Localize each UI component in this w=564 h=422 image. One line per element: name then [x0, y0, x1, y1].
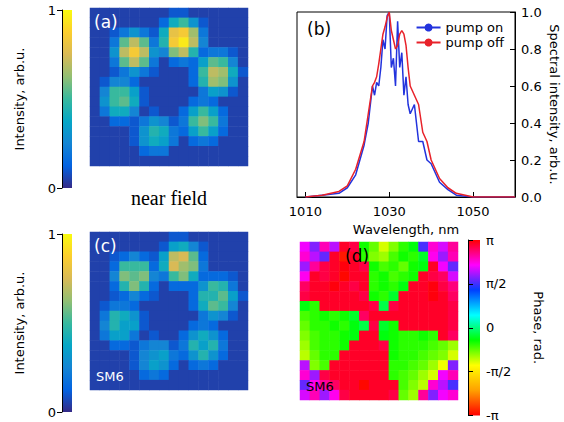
svg-text:near field: near field: [131, 187, 207, 209]
svg-text:0.0: 0.0: [521, 190, 542, 205]
svg-text:π/2: π/2: [486, 276, 506, 291]
svg-text:(a): (a): [94, 12, 118, 32]
svg-text:π: π: [486, 233, 494, 248]
svg-text:1.0: 1.0: [521, 5, 542, 20]
svg-text:-π: -π: [486, 408, 499, 422]
svg-text:(b): (b): [307, 19, 331, 39]
svg-text:Intensity, arb.u.: Intensity, arb.u.: [12, 48, 27, 151]
svg-text:(c): (c): [94, 236, 117, 256]
svg-text:Intensity, arb.u.: Intensity, arb.u.: [12, 272, 27, 375]
svg-text:Spectral intensity, arb.u.: Spectral intensity, arb.u.: [547, 24, 562, 185]
svg-text:0: 0: [486, 320, 494, 335]
svg-text:pump off: pump off: [446, 35, 505, 50]
svg-text:0.8: 0.8: [521, 42, 542, 57]
svg-text:SM6: SM6: [96, 369, 124, 384]
svg-text:0: 0: [48, 181, 56, 196]
svg-text:pump on: pump on: [446, 20, 504, 35]
svg-text:Wavelength, nm: Wavelength, nm: [353, 222, 459, 237]
svg-text:SM6: SM6: [306, 379, 334, 394]
svg-text:-π/2: -π/2: [486, 364, 511, 379]
svg-text:0.2: 0.2: [521, 153, 542, 168]
svg-text:1010: 1010: [289, 204, 322, 219]
svg-text:0: 0: [48, 405, 56, 420]
svg-text:1: 1: [48, 3, 56, 18]
svg-text:0.6: 0.6: [521, 79, 542, 94]
svg-text:0.4: 0.4: [521, 116, 542, 131]
svg-text:1030: 1030: [373, 204, 406, 219]
svg-text:1050: 1050: [457, 204, 490, 219]
svg-text:(d): (d): [345, 246, 369, 266]
svg-text:Phase, rad.: Phase, rad.: [531, 291, 546, 364]
svg-text:1: 1: [48, 227, 56, 242]
